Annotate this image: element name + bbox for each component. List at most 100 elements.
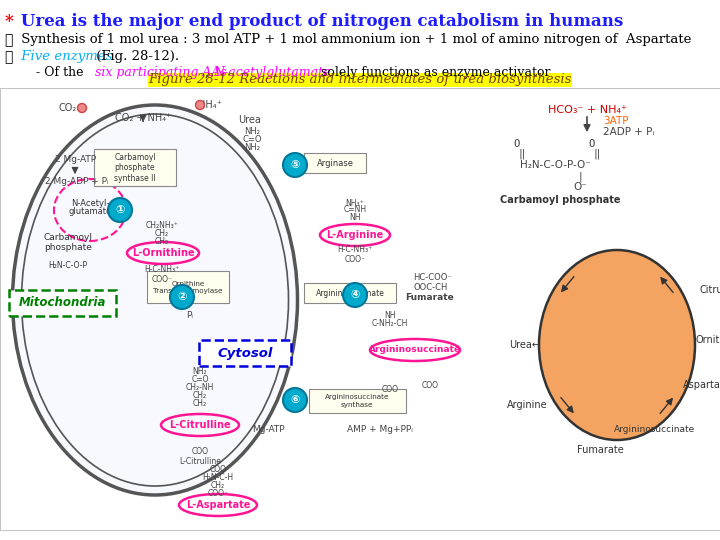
- Text: H₂N-C-H: H₂N-C-H: [202, 474, 233, 483]
- FancyBboxPatch shape: [0, 88, 720, 530]
- Text: CH₂: CH₂: [155, 230, 169, 239]
- Circle shape: [283, 388, 307, 412]
- Text: CH₂: CH₂: [193, 400, 207, 408]
- Text: ⑥: ⑥: [290, 395, 300, 405]
- Text: C-NH₂-CH: C-NH₂-CH: [372, 319, 408, 327]
- Text: Carbamoyl: Carbamoyl: [43, 233, 92, 242]
- Text: Fumarate: Fumarate: [405, 293, 454, 301]
- Text: Figure 28-12 Reactions and intermediates of urea biosynthesis: Figure 28-12 Reactions and intermediates…: [148, 73, 572, 86]
- Text: CH₂: CH₂: [155, 238, 169, 246]
- Text: OOC-CH: OOC-CH: [413, 282, 447, 292]
- Ellipse shape: [539, 250, 695, 440]
- FancyBboxPatch shape: [304, 283, 396, 303]
- Text: Fumarate: Fumarate: [577, 445, 624, 455]
- Text: L-Citrulline: L-Citrulline: [179, 456, 221, 465]
- Text: C=O: C=O: [192, 375, 209, 384]
- Text: COO: COO: [382, 386, 398, 395]
- Text: ①: ①: [4, 33, 12, 47]
- Circle shape: [283, 153, 307, 177]
- Text: C=NH: C=NH: [343, 206, 366, 214]
- Text: ②: ②: [4, 50, 12, 64]
- Text: Cytosol: Cytosol: [217, 347, 273, 360]
- Circle shape: [170, 285, 194, 309]
- Text: L-Ornithine: L-Ornithine: [132, 248, 194, 258]
- Text: COO⁻: COO⁻: [207, 489, 228, 498]
- Text: phosphate: phosphate: [44, 242, 92, 252]
- Text: C=O: C=O: [242, 136, 262, 145]
- Text: H₂N-C-O-P: H₂N-C-O-P: [48, 260, 88, 269]
- Text: Citrulline: Citrulline: [700, 285, 720, 295]
- Text: NH₂: NH₂: [244, 127, 260, 137]
- Text: Carbamoyl phosphate: Carbamoyl phosphate: [500, 195, 620, 205]
- Circle shape: [196, 100, 204, 110]
- FancyBboxPatch shape: [9, 290, 116, 316]
- Text: HCO₃⁻ + NH₄⁺: HCO₃⁻ + NH₄⁺: [548, 105, 626, 115]
- Ellipse shape: [12, 105, 297, 495]
- Text: 2 Mg-ATP: 2 Mg-ATP: [55, 156, 96, 165]
- Text: COO⁻: COO⁻: [344, 254, 366, 264]
- Text: HC-COO⁻: HC-COO⁻: [413, 273, 451, 282]
- Text: Pᵢ: Pᵢ: [186, 310, 194, 320]
- Text: Ornithine: Ornithine: [695, 335, 720, 345]
- Text: O           O: O O: [514, 139, 595, 149]
- Text: Mg-ATP: Mg-ATP: [252, 426, 284, 435]
- Text: ①: ①: [115, 205, 125, 215]
- Text: H₂N-C-O-P-O⁻: H₂N-C-O-P-O⁻: [520, 160, 590, 170]
- Text: *: *: [5, 13, 14, 30]
- Circle shape: [108, 198, 132, 222]
- Text: N-Acetyl-: N-Acetyl-: [71, 199, 109, 207]
- FancyBboxPatch shape: [309, 389, 406, 413]
- Text: NH₂: NH₂: [244, 144, 260, 152]
- Text: 2ADP + Pᵢ: 2ADP + Pᵢ: [603, 127, 654, 137]
- FancyBboxPatch shape: [147, 271, 229, 303]
- Text: CO₂: CO₂: [59, 103, 77, 113]
- Text: Synthesis of 1 mol urea : 3 mol ATP + 1 mol ammonium ion + 1 mol of amino nitrog: Synthesis of 1 mol urea : 3 mol ATP + 1 …: [17, 33, 691, 46]
- Text: Mitochondria: Mitochondria: [19, 296, 106, 309]
- Text: CO₂ + NH₄⁺: CO₂ + NH₄⁺: [114, 113, 171, 123]
- Text: CH₂: CH₂: [211, 482, 225, 490]
- Text: Arginine: Arginine: [508, 400, 548, 410]
- Text: NH₃⁺: NH₃⁺: [346, 199, 364, 207]
- Text: solely functions as enzyme activator: solely functions as enzyme activator: [317, 66, 551, 79]
- Text: six participating AAs: six participating AAs: [95, 66, 227, 79]
- Text: 3ATP: 3ATP: [603, 116, 629, 126]
- Text: Urea←: Urea←: [509, 340, 540, 350]
- Text: glutamate: glutamate: [68, 207, 112, 217]
- FancyBboxPatch shape: [94, 149, 176, 186]
- Text: H-C-NH₃⁺: H-C-NH₃⁺: [145, 266, 179, 274]
- Text: ⑤: ⑤: [290, 160, 300, 170]
- Text: L-Citrulline: L-Citrulline: [169, 420, 231, 430]
- Text: NH: NH: [349, 213, 361, 222]
- Text: Arginase: Arginase: [317, 159, 354, 167]
- Text: Urea: Urea: [238, 115, 261, 125]
- Text: |: |: [578, 172, 582, 183]
- Text: Five enzymes: Five enzymes: [17, 50, 112, 63]
- FancyBboxPatch shape: [148, 73, 572, 87]
- Text: NH₂: NH₂: [193, 368, 207, 376]
- FancyBboxPatch shape: [199, 340, 291, 366]
- Circle shape: [78, 104, 86, 112]
- Text: Urea is the major end product of nitrogen catabolism in humans: Urea is the major end product of nitroge…: [15, 13, 624, 30]
- Text: Carbamoyl
phosphate
synthase II: Carbamoyl phosphate synthase II: [114, 153, 156, 183]
- Text: ②: ②: [177, 292, 186, 302]
- FancyBboxPatch shape: [304, 153, 366, 173]
- Text: NH: NH: [384, 310, 396, 320]
- Text: H-C-NH₃⁺: H-C-NH₃⁺: [338, 246, 373, 254]
- Text: Argininosuccinate: Argininosuccinate: [369, 346, 461, 354]
- Text: Aspartate: Aspartate: [683, 380, 720, 390]
- Text: COO⁻: COO⁻: [151, 274, 173, 284]
- Text: CH₂-NH: CH₂-NH: [186, 383, 214, 393]
- Text: L-Aspartate: L-Aspartate: [186, 500, 250, 510]
- Text: CH₂NH₃⁺: CH₂NH₃⁺: [145, 220, 179, 230]
- Text: COO: COO: [421, 381, 438, 389]
- Text: Argininosuccinate: Argininosuccinate: [315, 288, 384, 298]
- Text: 2 Mg-ADP + Pᵢ: 2 Mg-ADP + Pᵢ: [45, 178, 109, 186]
- Text: ‖           ‖: ‖ ‖: [519, 148, 600, 159]
- Text: H₂O: H₂O: [289, 159, 307, 168]
- Text: COO: COO: [192, 448, 209, 456]
- Text: ④: ④: [351, 290, 360, 300]
- Text: AMP + Mg+PPᵢ: AMP + Mg+PPᵢ: [347, 426, 413, 435]
- Text: (Fig. 28-12).: (Fig. 28-12).: [92, 50, 179, 63]
- Text: CH₂: CH₂: [193, 392, 207, 401]
- Text: Ornithine
Transcarbamoylase: Ornithine Transcarbamoylase: [153, 280, 222, 294]
